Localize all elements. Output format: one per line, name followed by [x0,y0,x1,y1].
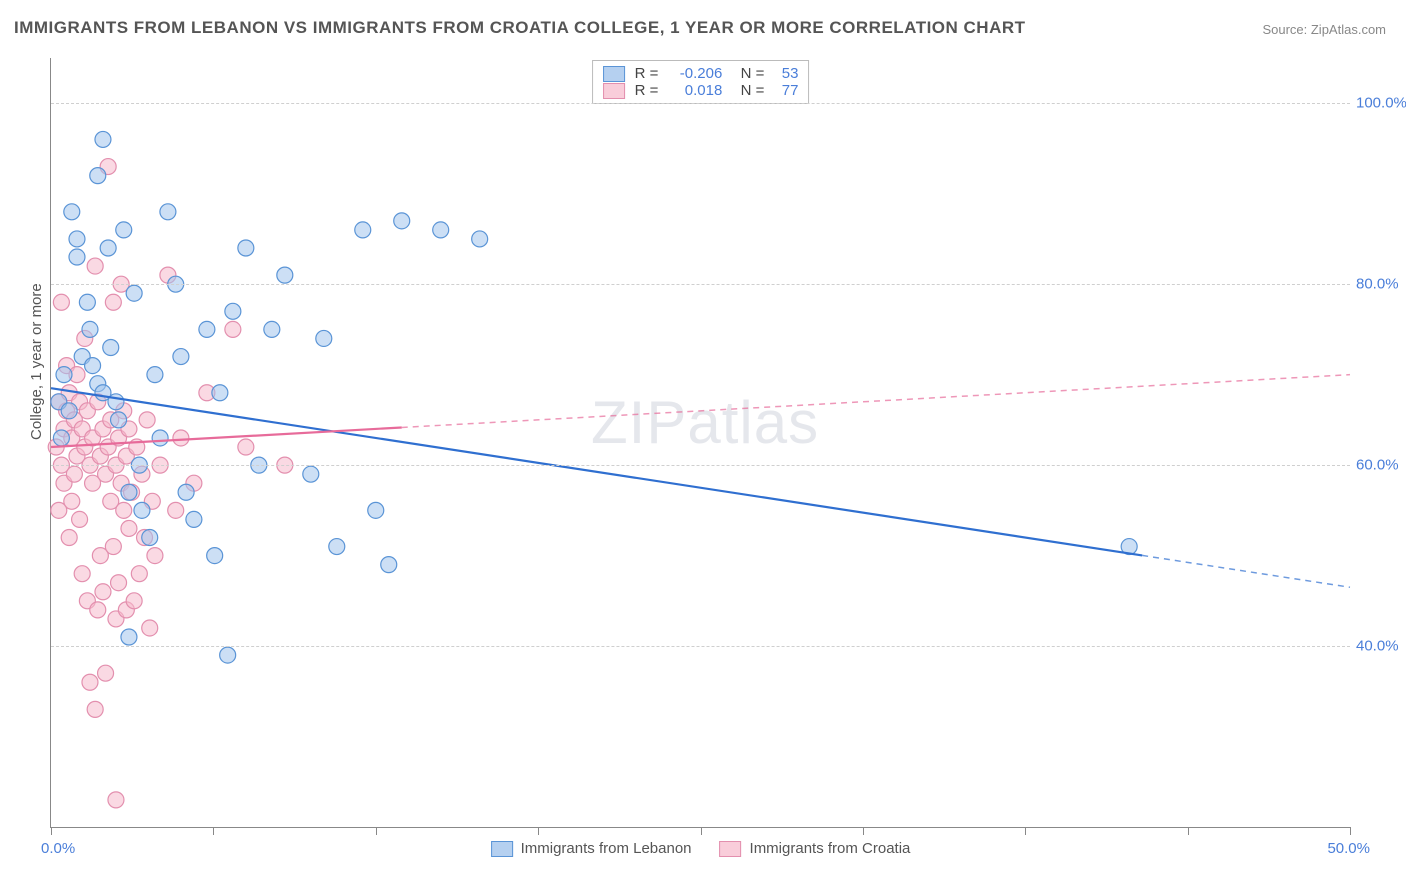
x-tick [51,827,52,835]
x-tick [863,827,864,835]
x-axis-max-label: 50.0% [1327,840,1370,857]
y-tick-label: 100.0% [1356,95,1406,112]
x-tick [1025,827,1026,835]
y-tick-label: 40.0% [1356,638,1406,655]
legend-item: Immigrants from Lebanon [491,840,692,857]
x-tick [213,827,214,835]
gridline [51,284,1350,285]
plot-area: ZIPatlas R = -0.206 N = 53 R = 0.018 N =… [50,58,1350,828]
chart-title: IMMIGRANTS FROM LEBANON VS IMMIGRANTS FR… [14,18,1026,38]
swatch-lebanon [491,841,513,857]
y-axis-title: College, 1 year or more [28,283,45,440]
gridline [51,646,1350,647]
x-tick [376,827,377,835]
gridline [51,465,1350,466]
chart-svg [51,58,1350,827]
x-axis-min-label: 0.0% [41,840,75,857]
source-label: Source: ZipAtlas.com [1262,22,1386,37]
x-tick [1188,827,1189,835]
y-tick-label: 60.0% [1356,457,1406,474]
legend-label: Immigrants from Croatia [750,840,911,857]
legend-series: Immigrants from Lebanon Immigrants from … [491,840,911,857]
gridline [51,103,1350,104]
legend-item: Immigrants from Croatia [720,840,911,857]
x-tick [538,827,539,835]
swatch-croatia [720,841,742,857]
legend-label: Immigrants from Lebanon [521,840,692,857]
x-tick [701,827,702,835]
x-tick [1350,827,1351,835]
y-tick-label: 80.0% [1356,276,1406,293]
